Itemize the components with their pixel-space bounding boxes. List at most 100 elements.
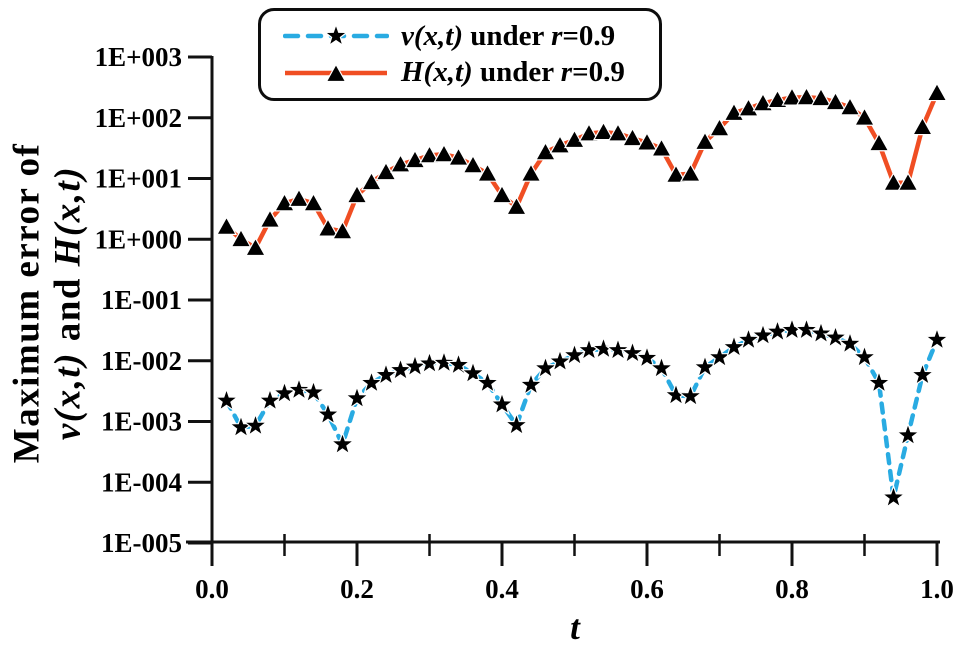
x-tick-label: 0.4 [485, 574, 519, 604]
triangle-marker [737, 97, 760, 117]
star-marker [619, 339, 646, 364]
star-marker [489, 391, 515, 416]
star-marker [532, 354, 559, 380]
triangle-marker [621, 127, 644, 147]
y-axis-title-line-2: v(x,t) and H(x,t) [47, 143, 89, 464]
text-run: Maximum error of [6, 142, 48, 464]
triangle-marker [650, 137, 673, 157]
triangle-marker [824, 91, 847, 111]
star-marker [851, 343, 878, 369]
y-tick-label: 1E+000 [95, 224, 182, 254]
triangle-marker [795, 86, 818, 106]
triangle-marker [476, 162, 499, 182]
legend-sample-solid-triangle [285, 63, 387, 82]
triangle-marker [853, 107, 876, 126]
triangle-marker [708, 117, 731, 137]
text-run: =0.9 [562, 19, 616, 52]
star-marker [460, 360, 486, 385]
triangle-marker [302, 192, 325, 212]
triangle-marker [810, 87, 832, 107]
y-tick-label: 1E-005 [101, 528, 182, 558]
triangle-marker [607, 122, 629, 142]
star-marker [793, 316, 820, 341]
triangle-marker [679, 162, 702, 182]
star-marker [880, 484, 907, 509]
triangle-marker [288, 188, 310, 208]
x-axis-title: t [570, 608, 580, 648]
y-axis-title: Maximum error of v(x,t) and H(x,t) [6, 142, 89, 464]
series-h-line [225, 92, 940, 251]
y-tick-label: 1E-002 [101, 346, 182, 376]
triangle-marker [433, 143, 455, 163]
legend-label-v: v(x,t) under r=0.9 [401, 19, 616, 52]
text-run-italic: v(x,t) [401, 19, 463, 52]
star-marker [503, 411, 530, 436]
y-axis-title-line-1: Maximum error of [6, 142, 48, 464]
star-marker [358, 369, 385, 394]
text-run: =0.9 [572, 56, 625, 89]
y-tick-label: 1E+001 [95, 164, 182, 194]
triangle-marker [752, 92, 774, 112]
star-marker [373, 361, 399, 386]
text-run: and [47, 266, 88, 353]
star-marker [315, 401, 341, 426]
star-marker [300, 379, 327, 404]
star-marker [286, 376, 312, 401]
legend-label-h: H(x,t) under r=0.9 [401, 58, 625, 87]
triangle-marker [549, 134, 571, 154]
legend-entry-v: v(x,t) under r=0.9 [283, 19, 659, 52]
legend-star-marker-icon [323, 24, 349, 47]
triangle-marker [317, 217, 339, 237]
star-marker [895, 422, 921, 447]
triangle-marker [882, 172, 905, 191]
triangle-marker [926, 82, 948, 102]
x-tick-label: 0.0 [195, 574, 229, 604]
x-tick-label: 0.8 [775, 574, 809, 604]
triangle-marker [694, 131, 716, 151]
star-marker [445, 351, 472, 376]
x-tick-label: 0.2 [340, 574, 374, 604]
star-marker [547, 348, 573, 373]
star-marker [474, 369, 501, 394]
triangle-marker [592, 121, 615, 141]
triangle-marker [259, 208, 281, 228]
triangle-marker [911, 116, 934, 136]
triangle-marker [375, 161, 397, 181]
star-marker [808, 320, 834, 345]
triangle-marker [897, 172, 919, 191]
text-run-italic: r [560, 56, 573, 89]
y-tick-label: 1E+002 [95, 103, 182, 133]
star-marker [909, 361, 936, 386]
star-marker [561, 341, 588, 367]
triangle-marker [665, 164, 687, 183]
star-marker [257, 387, 283, 412]
triangle-marker [839, 96, 861, 116]
triangle-marker [244, 237, 267, 257]
text-run-italic: H(x,t) [401, 56, 473, 89]
triangle-marker [462, 154, 484, 174]
star-marker [634, 344, 660, 369]
triangle-marker [636, 131, 658, 151]
triangle-marker [346, 184, 368, 204]
legend-entry-h: H(x,t) under r=0.9 [283, 58, 659, 87]
text-run-italic: v(x,t) [47, 352, 88, 441]
star-marker [344, 385, 370, 410]
star-marker [605, 336, 631, 361]
star-marker [648, 354, 675, 380]
text-run-italic: t [570, 608, 580, 647]
legend-box: v(x,t) under r=0.9 H(x,t) under r=0.9 [258, 8, 662, 101]
x-tick-label: 1.0 [920, 574, 954, 604]
star-marker [518, 371, 544, 396]
text-run-italic: r [551, 19, 563, 52]
triangle-marker [578, 122, 600, 142]
triangle-marker [360, 171, 383, 191]
triangle-marker [781, 86, 803, 106]
star-marker [735, 326, 762, 351]
star-marker [677, 382, 704, 408]
legend-sample-dashed-star [283, 24, 389, 47]
triangle-marker [331, 220, 354, 240]
star-marker [837, 330, 863, 355]
triangle-marker [418, 144, 441, 164]
